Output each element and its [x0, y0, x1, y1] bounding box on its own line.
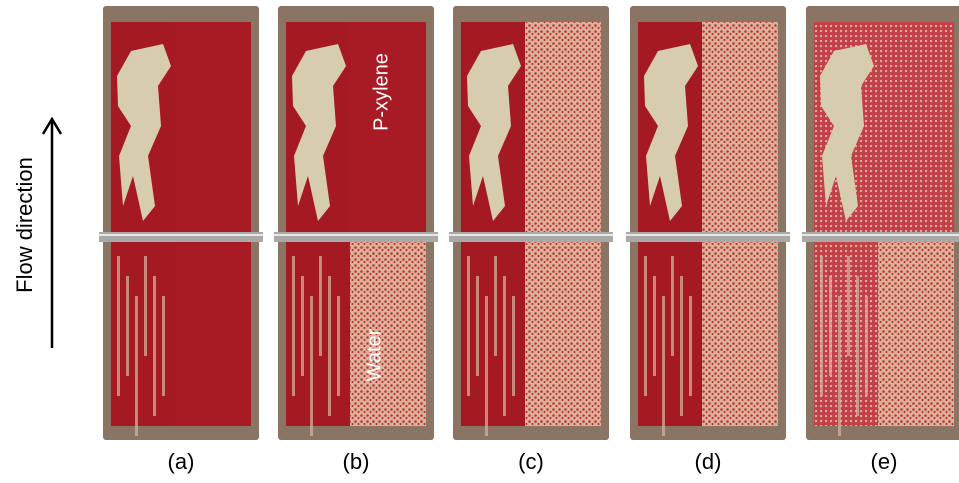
- streak: [310, 296, 313, 436]
- streak: [337, 296, 340, 396]
- streak: [319, 256, 322, 356]
- rod: [274, 232, 438, 242]
- right-bottom: [525, 238, 601, 426]
- streak: [301, 276, 304, 376]
- annotation-bottom: Water: [363, 328, 385, 381]
- right-top: [175, 22, 251, 238]
- photo-panel: [99, 6, 263, 440]
- right-top: [878, 22, 954, 238]
- streak: [135, 296, 138, 436]
- axis-label: Flow direction: [12, 157, 37, 293]
- panel-label: (b): [343, 449, 370, 474]
- streak: [503, 276, 506, 416]
- streak: [162, 296, 165, 396]
- right-bottom: [878, 238, 954, 426]
- streak: [662, 296, 665, 436]
- streak: [671, 256, 674, 356]
- streak: [680, 276, 683, 416]
- streak: [144, 256, 147, 356]
- streak: [476, 276, 479, 376]
- streak: [829, 276, 832, 376]
- streak: [485, 296, 488, 436]
- rod: [802, 232, 959, 242]
- streak: [689, 296, 692, 396]
- streak: [126, 276, 129, 376]
- streak: [467, 256, 470, 396]
- panel-label: (d): [695, 449, 722, 474]
- photo-panel: [802, 6, 959, 440]
- streak: [328, 276, 331, 416]
- streak: [820, 256, 823, 396]
- streak: [653, 276, 656, 376]
- panel-label: (a): [168, 449, 195, 474]
- streak: [494, 256, 497, 356]
- right-top: [525, 22, 601, 238]
- right-bottom: [350, 238, 426, 426]
- right-top: [702, 22, 778, 238]
- right-bottom: [702, 238, 778, 426]
- annotation-top: P-xylene: [370, 53, 392, 131]
- streak: [117, 256, 120, 396]
- rod: [99, 232, 263, 242]
- streak: [292, 256, 295, 396]
- streak: [838, 296, 841, 436]
- rod: [626, 232, 790, 242]
- rod: [449, 232, 613, 242]
- panel-label: (e): [871, 449, 898, 474]
- photo-panel: [274, 6, 438, 440]
- streak: [153, 276, 156, 416]
- streak: [644, 256, 647, 396]
- streak: [856, 276, 859, 416]
- streak: [865, 296, 868, 396]
- streak: [847, 256, 850, 356]
- right-bottom: [175, 238, 251, 426]
- photo-panel: [449, 6, 613, 440]
- photo-panel: [626, 6, 790, 440]
- panel-label: (c): [518, 449, 544, 474]
- panels: (a) (b) (c) (d) (e): [99, 6, 959, 474]
- streak: [512, 296, 515, 396]
- figure: Flow direction (a)(b)(c)(d)(e) P-xylene …: [0, 0, 959, 478]
